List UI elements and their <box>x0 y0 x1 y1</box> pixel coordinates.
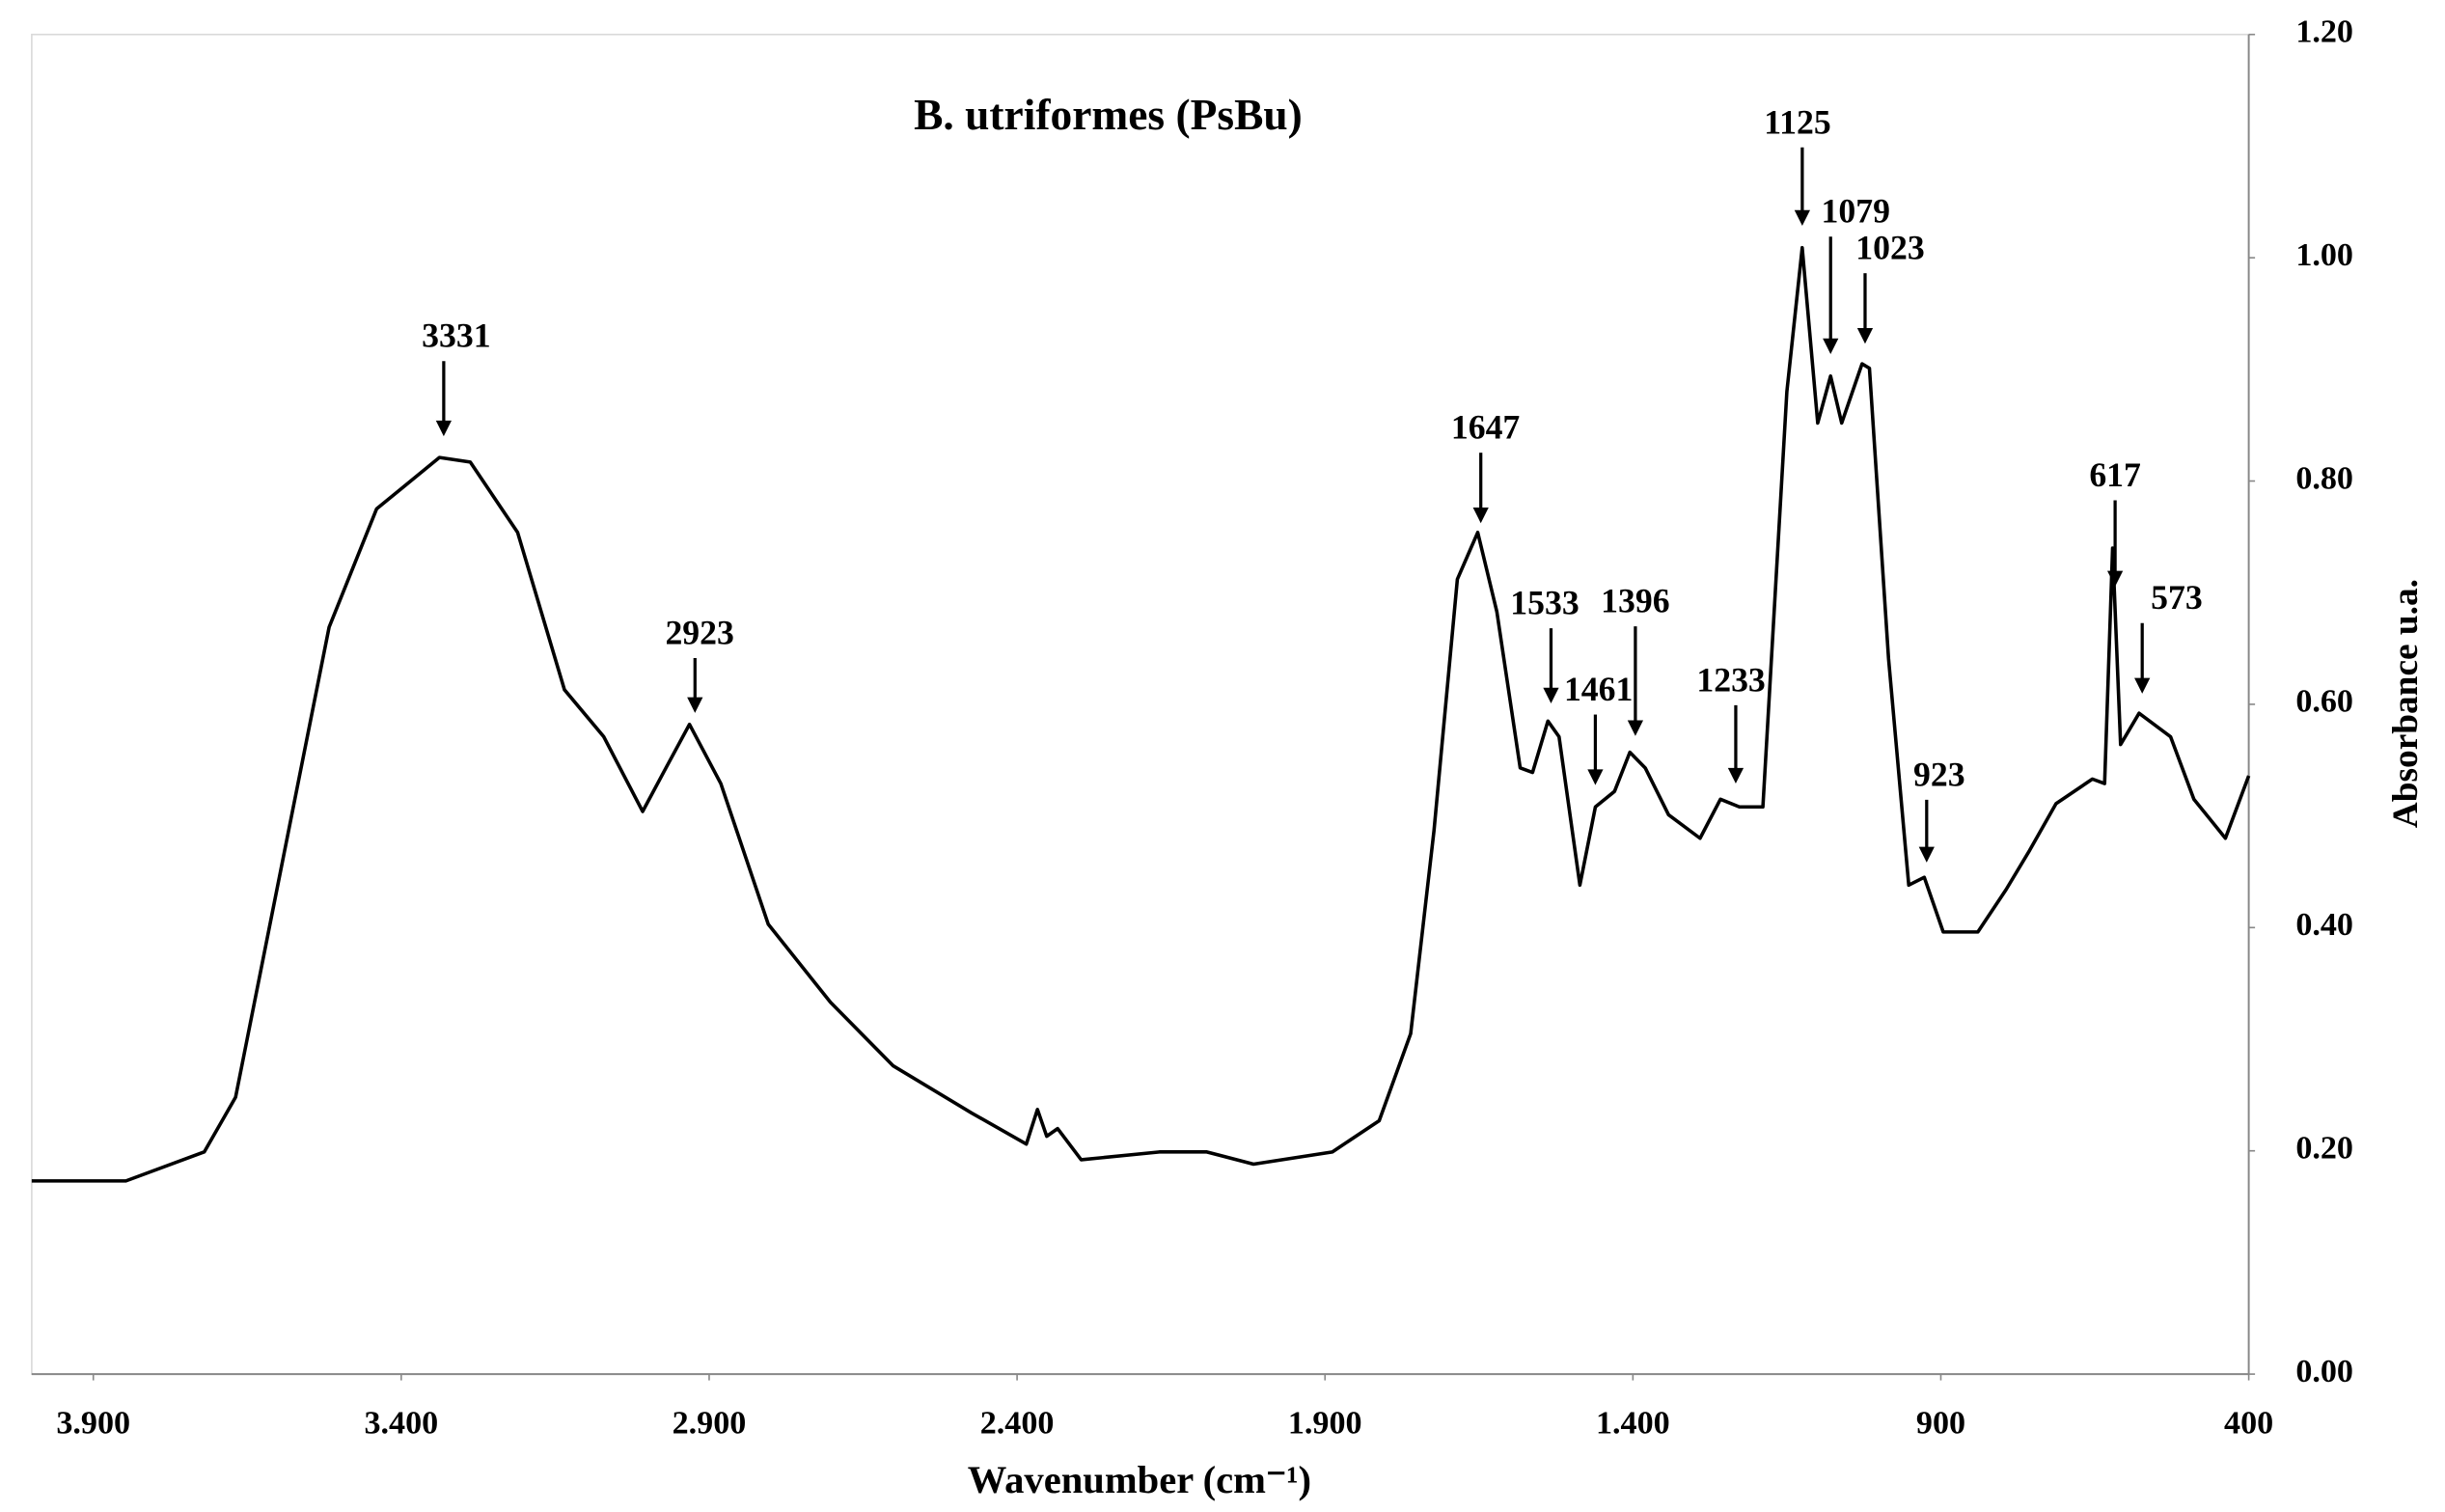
x-tick-label: 400 <box>2224 1406 2273 1442</box>
peak-arrowhead <box>1794 209 1810 226</box>
x-tick-label: 900 <box>1916 1406 1965 1442</box>
peak-label: 1647 <box>1451 408 1520 447</box>
y-tick-label: 0.20 <box>2295 1131 2353 1167</box>
peak-arrowhead <box>1587 769 1604 785</box>
peak-label: 1125 <box>1764 102 1830 141</box>
x-axis-label: Wavenumber (cm⁻¹) <box>968 1458 1311 1501</box>
peak-label: 617 <box>2089 455 2141 494</box>
peak-label: 923 <box>1913 755 1965 793</box>
spectrum-line <box>31 245 2251 1183</box>
peak-label: 1023 <box>1855 229 1924 267</box>
peak-arrowhead <box>1727 767 1744 784</box>
x-tick-label: 1.900 <box>1288 1406 1362 1442</box>
y-tick-label: 0.00 <box>2295 1354 2353 1389</box>
peak-arrowhead <box>1472 508 1489 524</box>
x-tick-label: 3.400 <box>364 1406 438 1442</box>
y-tick-label: 0.60 <box>2295 684 2353 720</box>
peak-arrowhead <box>2106 570 2124 587</box>
x-tick-label: 2.900 <box>673 1406 747 1442</box>
peak-label: 1396 <box>1601 582 1669 620</box>
peak-label: 1233 <box>1696 660 1765 699</box>
peak-label: 1461 <box>1564 670 1633 708</box>
y-axis-label: Absorbance u.a. <box>2386 579 2426 828</box>
peak-label: 1533 <box>1510 584 1579 622</box>
x-tick-label: 3.900 <box>56 1406 130 1442</box>
peak-arrowhead <box>1627 720 1644 736</box>
peak-label: 2923 <box>665 613 733 651</box>
chart-title: B. utriformes (PsBu) <box>914 90 1303 139</box>
peak-label: 1079 <box>1821 192 1889 231</box>
y-tick-label: 0.80 <box>2295 460 2353 496</box>
y-tick-label: 1.00 <box>2295 237 2353 273</box>
peak-arrowhead <box>1918 846 1935 863</box>
peak-label: 3331 <box>422 316 490 355</box>
peak-arrowhead <box>2134 677 2151 694</box>
peak-arrowhead <box>1543 687 1559 704</box>
peak-arrowhead <box>1823 338 1839 355</box>
peak-label: 573 <box>2151 578 2203 617</box>
x-tick-label: 2.400 <box>980 1406 1055 1442</box>
peak-arrowhead <box>435 420 452 437</box>
peak-arrowhead <box>687 697 703 713</box>
y-tick-label: 1.20 <box>2295 14 2353 50</box>
peak-arrowhead <box>1856 327 1874 344</box>
y-tick-label: 0.40 <box>2295 907 2353 943</box>
x-tick-label: 1.400 <box>1596 1406 1670 1442</box>
